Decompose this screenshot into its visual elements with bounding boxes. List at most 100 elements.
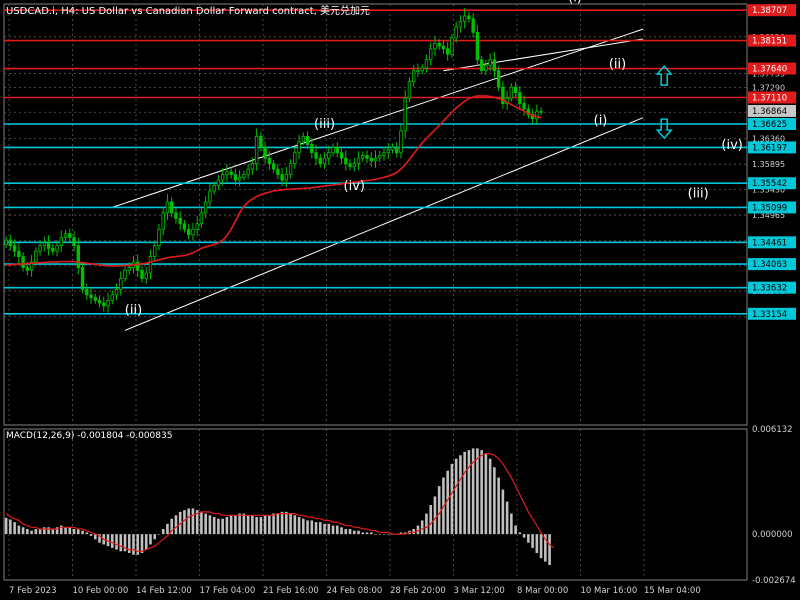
candle-body xyxy=(399,130,403,154)
price-tick-label: 1.36360 xyxy=(752,135,785,144)
candle-body xyxy=(492,59,497,72)
macd-bar xyxy=(255,517,258,535)
macd-bar xyxy=(123,534,127,552)
macd-bar xyxy=(514,525,517,535)
macd-bar xyxy=(476,448,479,535)
macd-bar xyxy=(208,515,212,535)
resistance-level-label: 1.38151 xyxy=(752,37,787,47)
candle-body xyxy=(21,256,25,268)
macd-bar xyxy=(319,522,322,535)
macd-bar xyxy=(399,532,403,535)
macd-bar xyxy=(429,504,432,535)
candle-body xyxy=(339,152,344,159)
candle-body xyxy=(186,228,191,236)
chart-title: USDCAD.i, H4: US Dollar vs Canadian Doll… xyxy=(6,6,371,17)
macd-bar xyxy=(335,525,339,535)
candle-body xyxy=(458,21,463,28)
support-level-box xyxy=(748,177,796,190)
current-price-label: 1.36864 xyxy=(752,107,787,117)
macd-bar xyxy=(539,534,543,559)
macd-bar xyxy=(68,527,72,535)
macd-bar xyxy=(425,513,428,535)
macd-bar xyxy=(21,527,25,535)
macd-bar xyxy=(225,517,229,535)
candle-body xyxy=(153,245,157,257)
support-level-label: 1.35542 xyxy=(752,179,787,189)
macd-label: MACD(12,26,9) -0.001804 -0.000835 xyxy=(6,431,173,441)
wave-label: (ii) xyxy=(125,303,142,318)
candle-body xyxy=(178,217,182,225)
macd-bar xyxy=(30,530,33,535)
candle-body xyxy=(501,86,505,104)
macd-bar xyxy=(246,515,250,535)
macd-bar xyxy=(323,523,326,535)
price-tick-label: 1.35895 xyxy=(752,160,785,169)
candle-body xyxy=(395,146,399,154)
macd-bar xyxy=(293,515,297,535)
macd-bar xyxy=(34,529,38,535)
candle-body xyxy=(310,144,314,154)
candle-body xyxy=(496,70,501,88)
macd-bar xyxy=(60,525,63,535)
candle-body xyxy=(412,70,416,83)
candle-body xyxy=(42,242,47,247)
macd-bar xyxy=(98,534,101,543)
candle-body xyxy=(293,152,297,165)
macd-bar xyxy=(454,458,458,535)
support-level-label: 1.34063 xyxy=(752,260,787,270)
candle-body xyxy=(68,233,72,238)
macd-bar xyxy=(531,534,534,548)
macd-bar xyxy=(43,527,46,535)
macd-histogram xyxy=(4,448,551,566)
macd-bar xyxy=(26,529,29,535)
macd-bar xyxy=(510,513,513,535)
macd-bar xyxy=(204,513,207,535)
price-panel-frame xyxy=(3,3,748,426)
macd-bar xyxy=(369,532,373,535)
macd-panel-frame xyxy=(3,428,748,581)
macd-bar xyxy=(144,534,148,550)
macd-bar xyxy=(212,517,216,535)
candle-body xyxy=(373,157,378,162)
macd-bar xyxy=(544,534,547,562)
candle-body xyxy=(233,174,238,181)
candle-body xyxy=(505,97,509,104)
candle-body xyxy=(433,42,437,50)
macd-bar xyxy=(238,513,241,535)
macd-bar xyxy=(251,515,254,535)
wave-label: (iv) xyxy=(721,138,742,153)
macd-bar xyxy=(195,510,199,535)
candle-body xyxy=(526,108,531,115)
macd-bar xyxy=(463,451,466,535)
macd-bar xyxy=(386,534,390,535)
wave-label: (ii) xyxy=(609,57,626,72)
x-axis-label: 15 Mar 04:00 xyxy=(644,586,701,596)
macd-bar xyxy=(518,532,522,535)
support-level-box xyxy=(748,201,796,214)
wave-label: (iv) xyxy=(344,179,365,194)
candle-body xyxy=(271,163,276,170)
candle-body xyxy=(314,152,318,159)
macd-bar xyxy=(416,525,420,535)
candle-body xyxy=(335,146,339,154)
candle-body xyxy=(8,239,13,247)
macd-bar xyxy=(110,534,114,548)
macd-bar xyxy=(548,534,551,566)
candle-body xyxy=(471,18,475,33)
candle-body xyxy=(305,135,310,145)
macd-bar xyxy=(467,450,471,535)
candle-body xyxy=(441,45,446,50)
macd-bar xyxy=(289,513,292,535)
macd-bar xyxy=(178,511,182,535)
macd-bar xyxy=(140,534,144,554)
macd-bar xyxy=(352,530,356,535)
candle-body xyxy=(424,59,429,69)
macd-bar xyxy=(9,519,12,535)
candle-body xyxy=(462,15,467,22)
candle-body xyxy=(29,261,34,271)
price-tick-label: 1.34965 xyxy=(752,211,785,220)
candle-body xyxy=(250,163,255,170)
candle-body xyxy=(254,135,259,165)
candle-body xyxy=(174,212,178,219)
